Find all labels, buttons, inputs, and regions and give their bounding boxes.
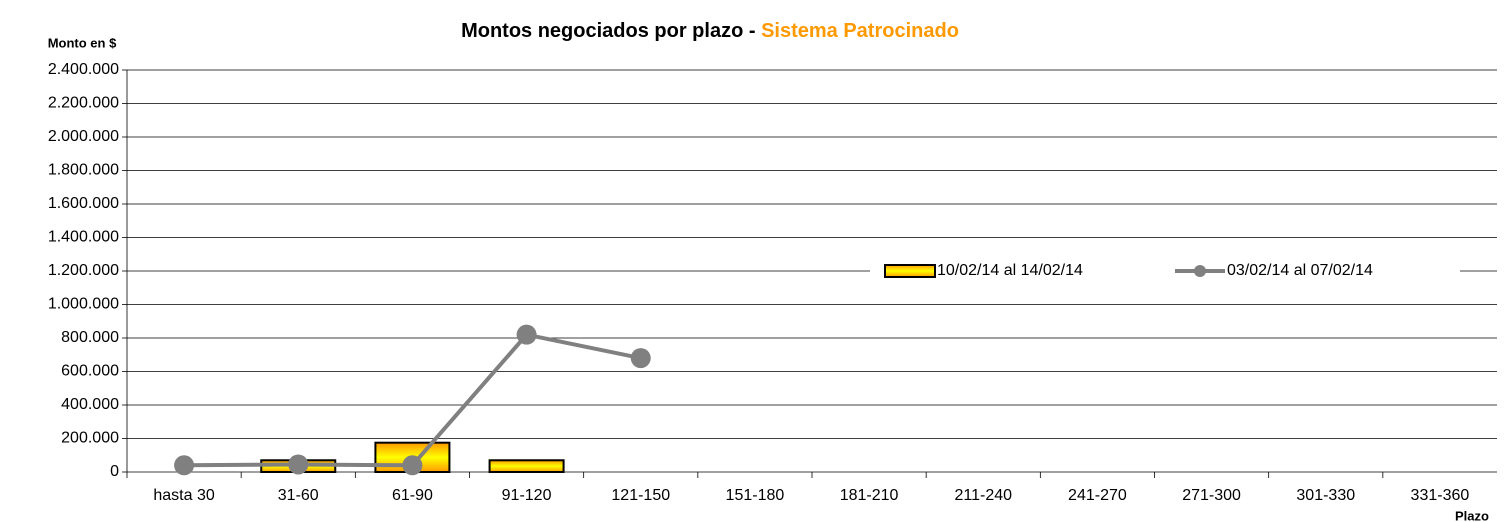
y-tick-label: 2.000.000	[48, 128, 119, 145]
marker	[174, 455, 195, 476]
y-axis-label: Monto en $	[48, 35, 117, 50]
y-tick-label: 400.000	[61, 396, 119, 413]
y-tick-label: 1.400.000	[48, 229, 119, 246]
x-tick-label: 31-60	[278, 487, 319, 504]
x-tick-label: 211-240	[954, 487, 1012, 504]
y-tick-label: 600.000	[61, 363, 119, 380]
x-tick-label: hasta 30	[153, 487, 214, 504]
marker	[288, 454, 309, 475]
x-tick-label: 91-120	[502, 487, 552, 504]
y-tick-label: 800.000	[61, 329, 119, 346]
y-tick-label: 200.000	[61, 430, 119, 447]
title-main: Montos negociados por plazo -	[461, 20, 755, 42]
x-tick-label: 151-180	[726, 487, 785, 504]
legend-label: 10/02/14 al 14/02/14	[937, 262, 1083, 279]
x-tick-label: 331-360	[1411, 487, 1470, 504]
marker	[630, 348, 651, 369]
legend-label: 03/02/14 al 07/02/14	[1227, 262, 1373, 279]
bar	[488, 459, 565, 473]
y-tick-label: 0	[110, 463, 119, 480]
legend-swatch	[884, 264, 936, 278]
x-tick-label: 301-330	[1296, 487, 1355, 504]
x-axis-label: Plazo	[1455, 508, 1489, 522]
y-tick-label: 1.000.000	[48, 296, 119, 313]
legend-marker	[1194, 265, 1206, 277]
y-tick-label: 1.600.000	[48, 195, 119, 212]
y-tick-label: 1.800.000	[48, 162, 119, 179]
y-tick-label: 2.200.000	[48, 95, 119, 112]
y-tick-label: 2.400.000	[48, 61, 119, 78]
legend-box	[870, 259, 1460, 283]
marker	[402, 455, 423, 476]
x-tick-label: 181-210	[840, 487, 899, 504]
x-tick-label: 121-150	[611, 487, 670, 504]
title-highlight: Sistema Patrocinado	[761, 20, 959, 42]
chart-title: Montos negociados por plazo - Sistema Pa…	[461, 20, 959, 42]
x-tick-label: 271-300	[1182, 487, 1241, 504]
y-tick-label: 1.200.000	[48, 262, 119, 279]
marker	[516, 324, 537, 345]
x-tick-label: 241-270	[1068, 487, 1127, 504]
x-tick-label: 61-90	[392, 487, 433, 504]
